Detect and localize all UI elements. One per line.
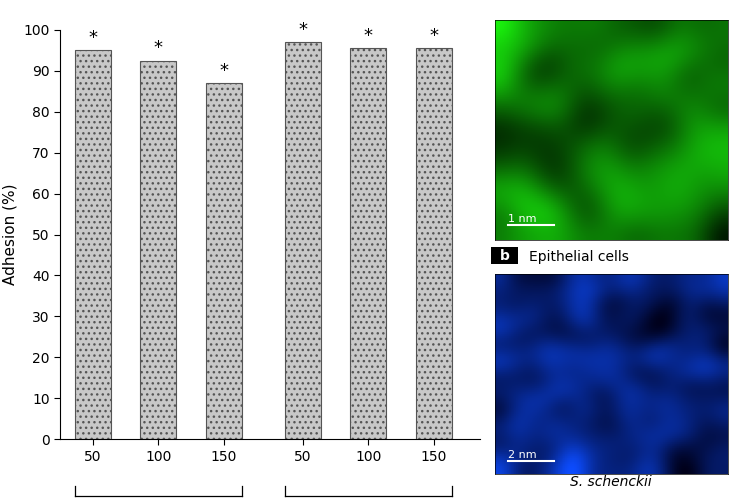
Bar [416,48,452,439]
Bar [206,83,242,439]
Bar [350,48,386,439]
Y-axis label: Adhesion (%): Adhesion (%) [3,184,18,285]
Bar [75,50,111,439]
Text: *: * [298,21,307,39]
Text: S. schenckii: S. schenckii [570,475,652,489]
Text: 2 nm: 2 nm [508,450,536,460]
Text: *: * [364,27,373,45]
Text: *: * [88,29,98,47]
Text: Epithelial cells: Epithelial cells [529,250,628,264]
Text: *: * [430,27,439,45]
Text: 1 nm: 1 nm [508,214,536,224]
Bar [285,42,321,439]
Text: *: * [220,62,229,80]
Bar [140,61,176,439]
Text: b: b [500,249,509,263]
Text: *: * [154,39,163,57]
